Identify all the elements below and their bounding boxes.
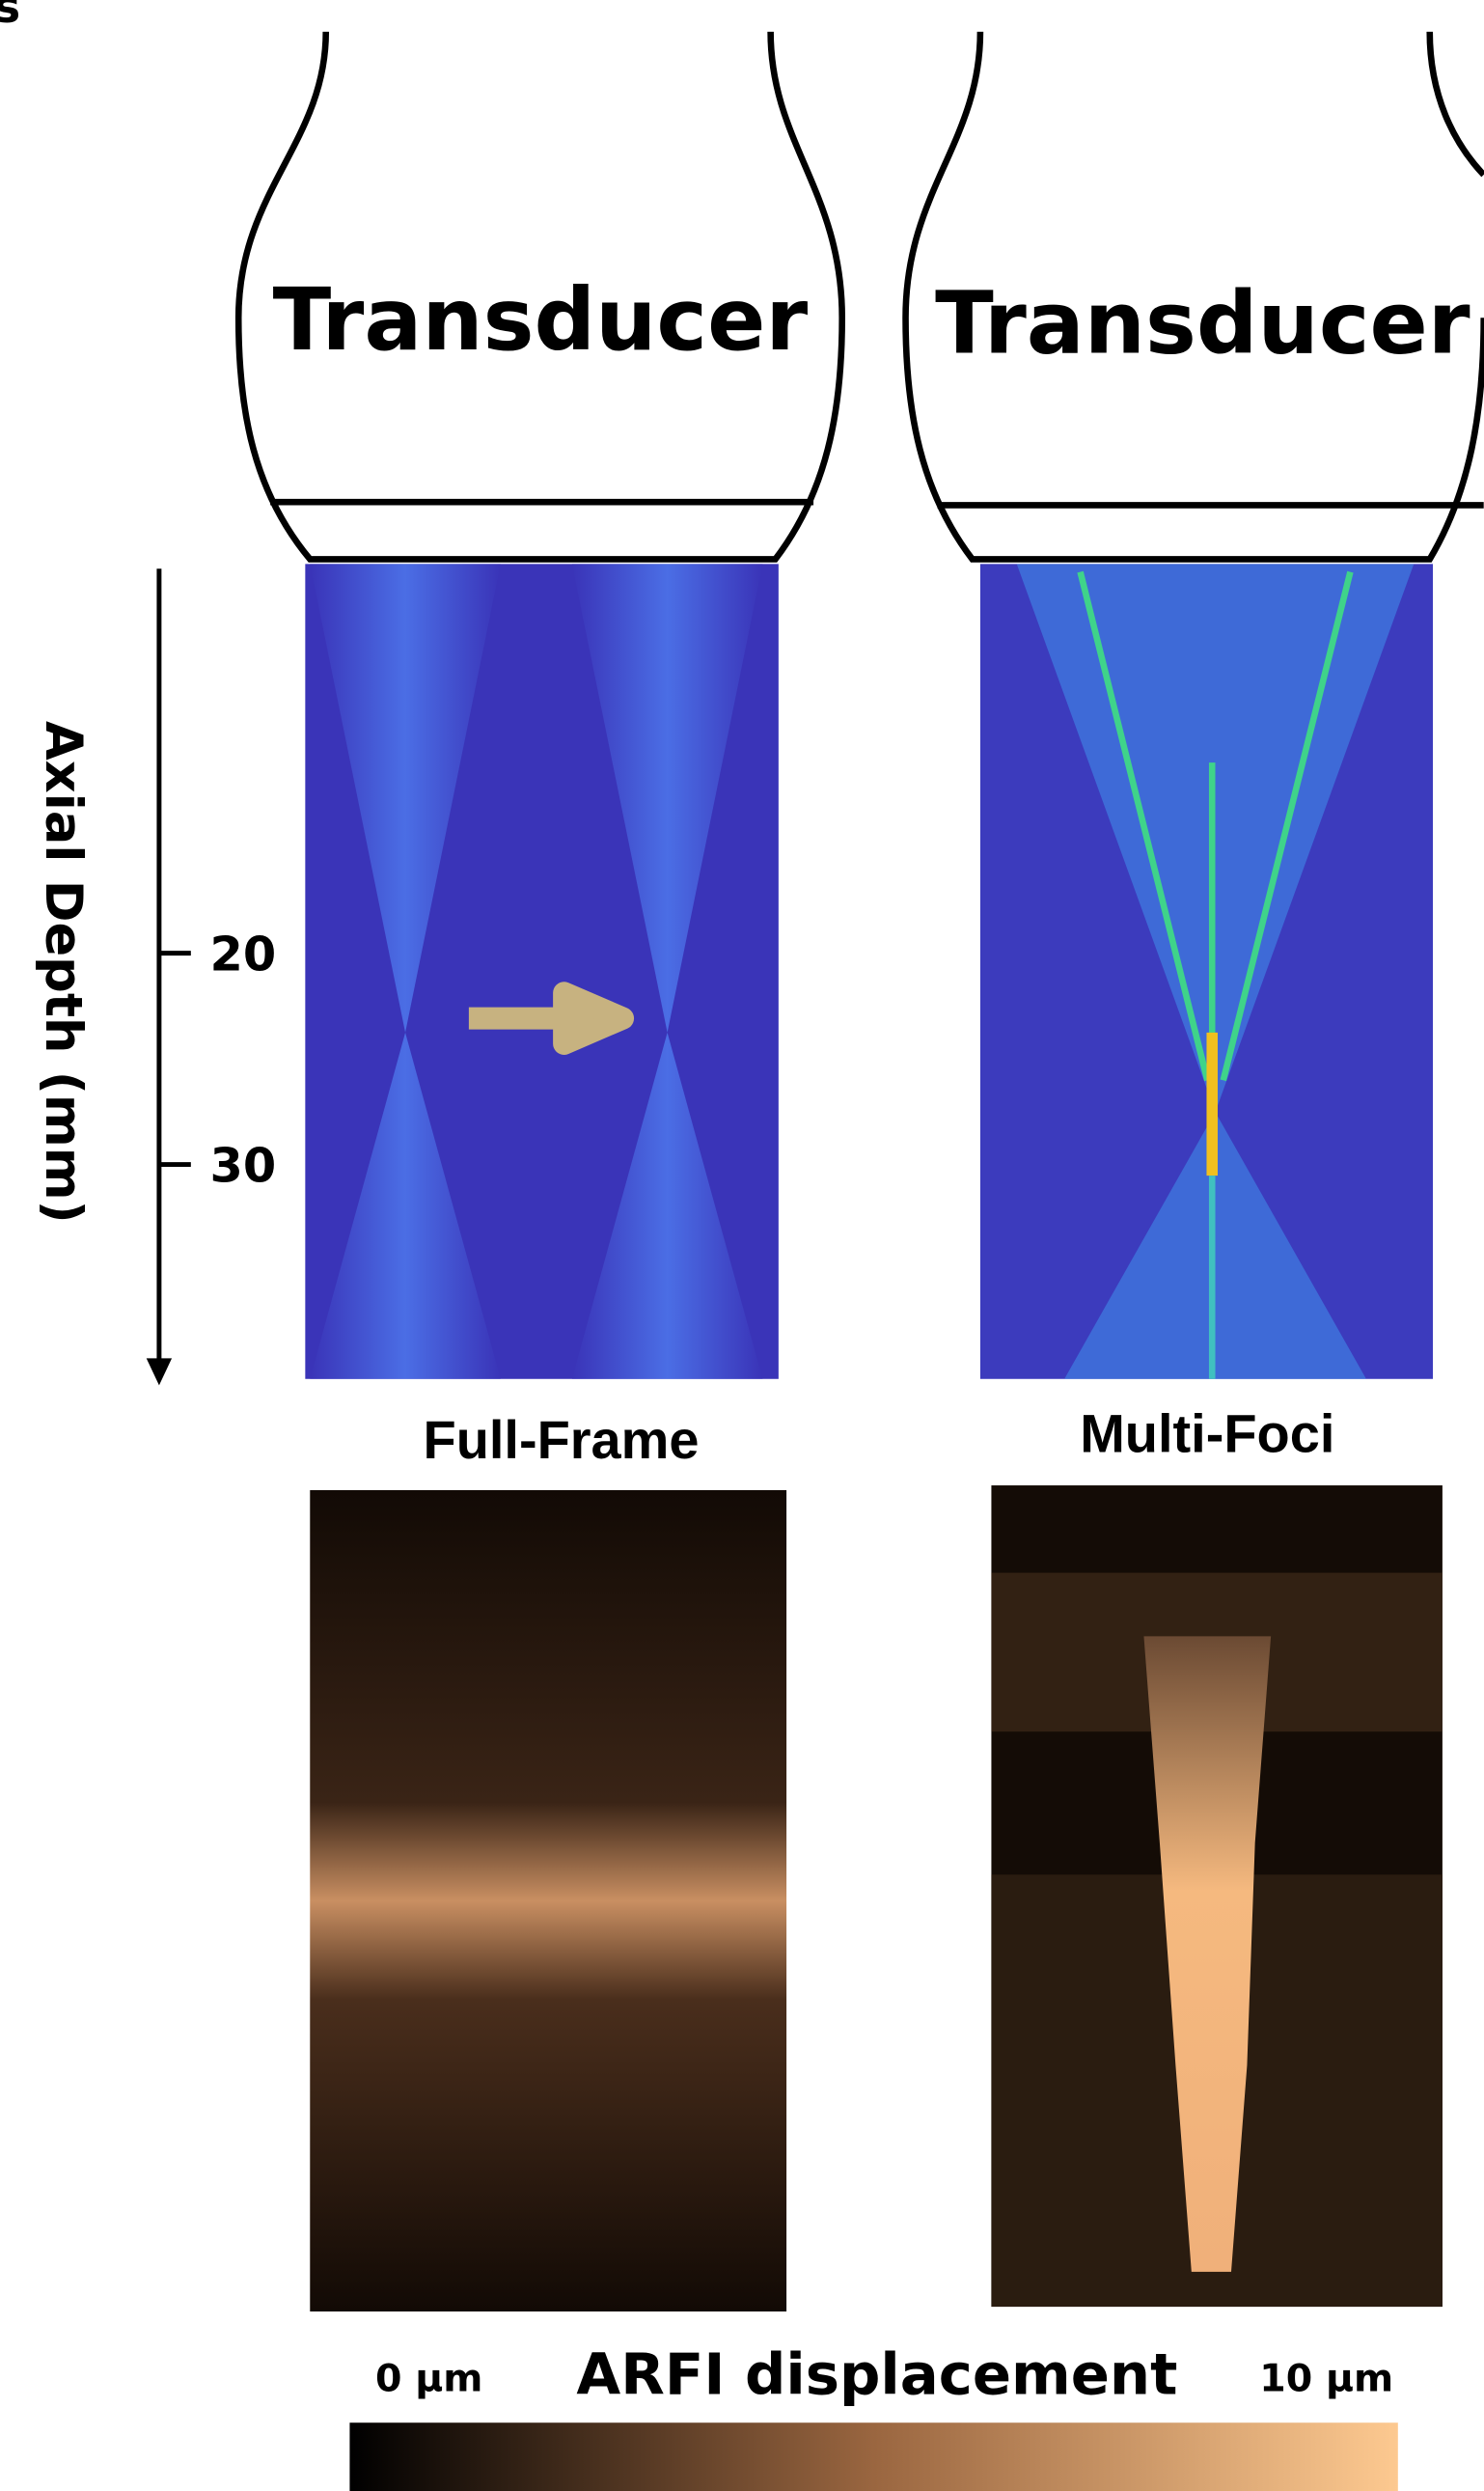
tick-label: 20 — [210, 927, 277, 983]
displacement-multi-foci — [991, 1485, 1442, 2307]
colorbar-max: 10 µm — [1259, 2356, 1393, 2400]
transducer-label: Transducer — [935, 272, 1470, 373]
axis-label: Axial Depth (mm) — [34, 721, 93, 1224]
panel-title: Multi-Foci — [1080, 1402, 1334, 1463]
beam-full-frame — [305, 564, 779, 1378]
beam-multi-foci — [980, 564, 1433, 1378]
figure: s Transducer Transducer Axial Depth (mm)… — [0, 0, 1484, 2491]
panel-label: s — [0, 0, 20, 33]
colorbar — [349, 2422, 1397, 2491]
panel-title: Full-Frame — [424, 1409, 700, 1470]
colorbar-title: ARFI displacement — [576, 2341, 1177, 2408]
displacement-full-frame — [310, 1490, 786, 2311]
colorbar-min: 0 µm — [375, 2356, 482, 2400]
depth-axis: Axial Depth (mm) — [34, 568, 172, 1385]
tick-label: 30 — [210, 1138, 277, 1194]
transducer-label: Transducer — [273, 269, 809, 370]
